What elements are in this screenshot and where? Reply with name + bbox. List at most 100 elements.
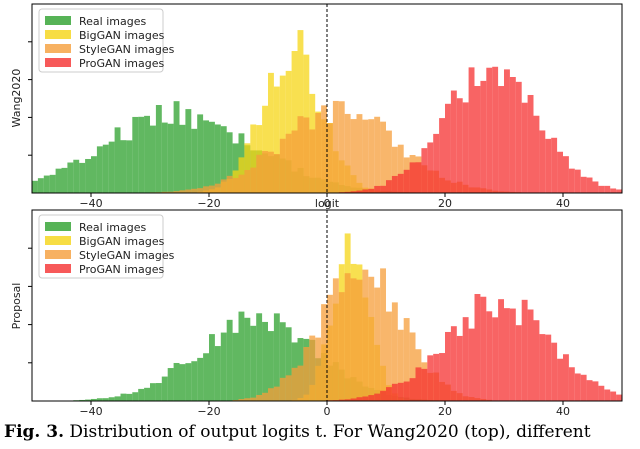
histogram-bar (350, 119, 357, 193)
histogram-bar (386, 180, 392, 193)
histogram-bar (262, 151, 268, 193)
histogram-bar (244, 143, 251, 193)
histogram-bar (433, 353, 440, 401)
top-y-ticks (28, 41, 32, 156)
histogram-bar (356, 397, 363, 401)
legend-label: StyleGAN images (79, 43, 175, 56)
histogram-bar (155, 105, 162, 193)
histogram-bar (61, 167, 68, 193)
histogram-bar (327, 123, 333, 193)
histogram-bar (197, 114, 204, 193)
histogram-bar (374, 393, 381, 401)
histogram-bar (356, 279, 363, 401)
histogram-bar (309, 129, 316, 193)
histogram-bar (220, 332, 227, 401)
histogram-bar (350, 278, 357, 401)
x-axis-label: logit (315, 197, 340, 210)
histogram-bar (362, 269, 369, 401)
histogram-bar (344, 273, 351, 401)
histogram-bar (167, 123, 174, 193)
histogram-bar (144, 387, 150, 401)
histogram-bar (273, 386, 280, 401)
histogram-bar (203, 353, 209, 401)
histogram-bar (268, 151, 274, 193)
histogram-bar (144, 115, 150, 193)
histogram-bar (209, 185, 215, 193)
histogram-bar (332, 278, 339, 401)
histogram-bar (415, 367, 422, 401)
histogram-bar (273, 86, 280, 193)
histogram-bar (492, 317, 499, 401)
histogram-bar (262, 392, 268, 401)
histogram-bar (279, 138, 286, 193)
histogram-bar (138, 116, 145, 193)
histogram-bar (380, 121, 386, 193)
histogram-bar (509, 308, 516, 401)
histogram-bar (563, 354, 569, 401)
histogram-bar (173, 101, 180, 193)
histogram-bar (368, 188, 375, 193)
legend-label: ProGAN images (79, 263, 164, 276)
top-y-axis-label: Wang2020 (10, 69, 23, 128)
histogram-bar (480, 80, 487, 193)
histogram-bar (374, 287, 381, 401)
histogram-bar (397, 144, 404, 193)
histogram-bar (321, 105, 327, 193)
histogram-bar (386, 387, 392, 401)
histogram-bar (173, 191, 180, 193)
legend-label: ProGAN images (79, 57, 164, 70)
legend-label: Real images (79, 221, 146, 234)
histogram-bar (409, 378, 416, 401)
histogram-bar (586, 380, 593, 401)
histogram-bar (462, 317, 469, 401)
histogram-bar (297, 365, 304, 401)
histogram-bar (197, 188, 204, 193)
histogram-bar (126, 140, 133, 193)
histogram-bar (232, 332, 239, 401)
histogram-bar (132, 392, 139, 401)
histogram-bar (498, 86, 504, 193)
histogram-bar (268, 388, 274, 401)
histogram-bar (132, 116, 139, 193)
histogram-bar (214, 183, 221, 193)
histogram-bar (291, 130, 298, 193)
histogram-bar (409, 162, 416, 193)
histogram-bar (37, 178, 44, 193)
histogram-bar (391, 383, 398, 401)
histogram-bar (592, 381, 599, 401)
histogram-bar (232, 143, 239, 193)
histogram-bar (403, 318, 410, 401)
legend-label: BigGAN images (79, 235, 165, 248)
histogram-bar (515, 81, 522, 193)
histogram-bar (273, 313, 280, 401)
histogram-bar (79, 162, 86, 193)
histogram-bar (150, 383, 156, 401)
histogram-bar (161, 191, 168, 193)
histogram-bar (380, 185, 386, 193)
histogram-bar (368, 395, 375, 401)
histogram-bar (155, 383, 162, 401)
histogram-bar (303, 117, 310, 193)
histogram-bar (551, 137, 558, 193)
histogram-bar (191, 128, 198, 193)
histogram-bar (209, 121, 215, 193)
x-tick-label: −20 (197, 405, 220, 418)
histogram-bar (250, 124, 257, 193)
histogram-bar (120, 140, 127, 193)
histogram-bar (521, 299, 528, 401)
legend-label: BigGAN images (79, 29, 165, 42)
histogram-bar (456, 335, 463, 401)
histogram-bar (362, 189, 369, 193)
histogram-bar (214, 346, 221, 401)
histogram-bar (262, 321, 268, 401)
histogram-bar (32, 180, 38, 193)
histogram-bar (610, 391, 617, 401)
histogram-bar (262, 105, 268, 193)
histogram-bar (315, 113, 322, 193)
histogram-bar (580, 176, 587, 193)
histogram-bar (474, 86, 481, 193)
histogram-bar (91, 398, 97, 401)
histogram-bar (397, 329, 404, 401)
